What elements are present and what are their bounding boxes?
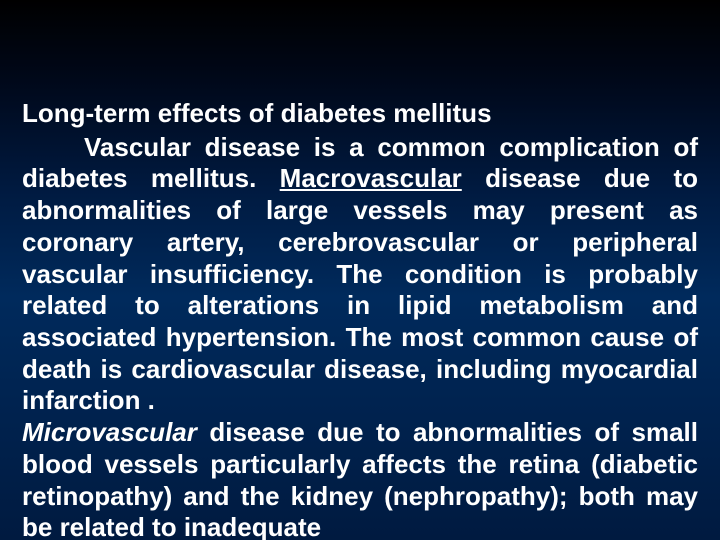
p1-rest: disease due to abnormalities of large ve… [22,163,698,415]
term-microvascular: Microvascular [22,417,197,447]
paragraph-2: Microvascular disease due to abnormaliti… [22,417,698,540]
slide: Long-term effects of diabetes mellitus V… [0,0,720,540]
term-macrovascular: Macrovascular [280,163,462,193]
heading: Long-term effects of diabetes mellitus [22,98,698,130]
paragraph-1: Vascular disease is a common complicatio… [22,132,698,417]
text-block: Long-term effects of diabetes mellitus V… [22,98,698,540]
